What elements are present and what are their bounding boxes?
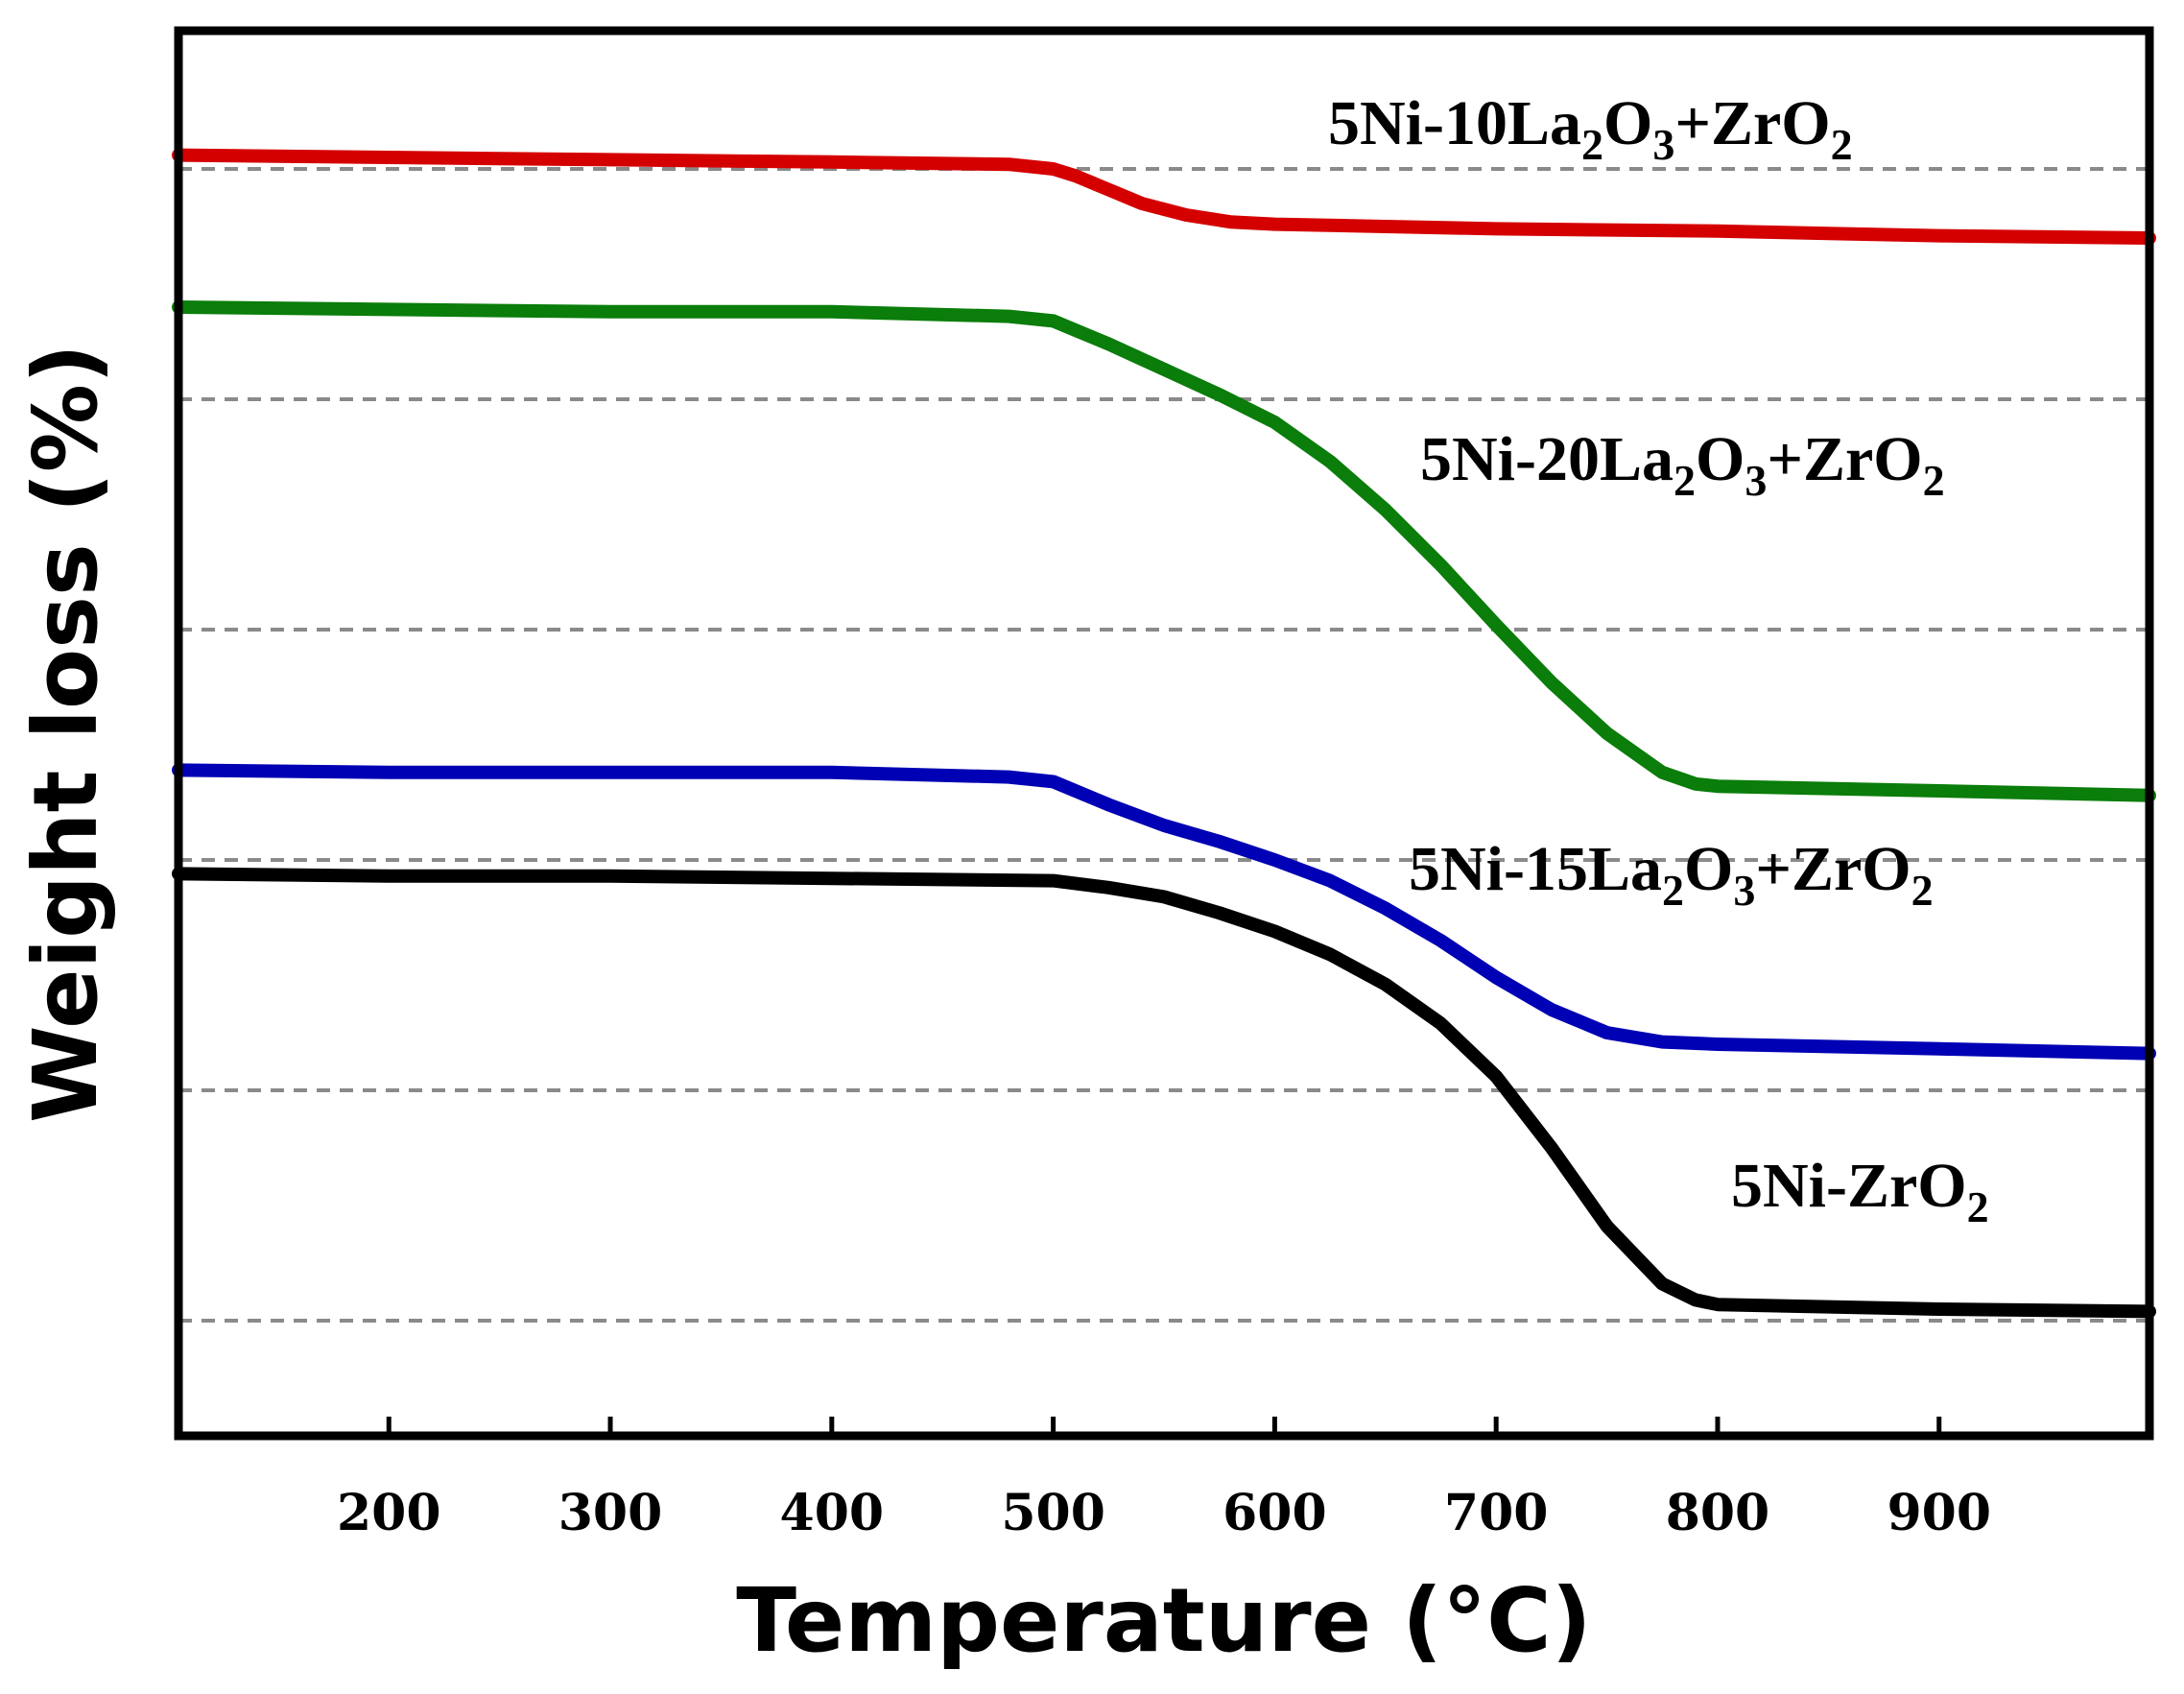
series-label-part: 2 [1967,1182,1989,1231]
series-label-part: 3 [1733,866,1755,915]
x-tick-label-600: 600 [1223,1484,1327,1542]
gridlines [178,167,2149,1323]
y-axis-title: Weight loss (%) [14,344,117,1123]
series-label-part: +ZrO [1674,88,1830,158]
plot-frame [174,26,2154,1441]
series-label-part: +ZrO [1767,424,1922,494]
series-label-1: 5Ni-10La2O3+ZrO2 [1328,88,1853,169]
series-label-part: 2 [1581,120,1603,169]
series-label-2: 5Ni-20La2O3+ZrO2 [1420,424,1945,505]
x-tick-label-300: 300 [558,1484,663,1542]
series-label-part: O [1603,88,1652,158]
x-tick-label-800: 800 [1666,1484,1770,1542]
series-line-4 [172,867,2156,1319]
series-label-4: 5Ni-ZrO2 [1731,1151,1989,1231]
series-label-part: 5Ni-15La [1409,834,1662,904]
series-label-part: O [1696,424,1745,494]
series-label-part: 5Ni-20La [1420,424,1674,494]
series-label-part: 2 [1662,866,1684,915]
series-label-part: 3 [1652,120,1674,169]
series-label-part: 5Ni-10La [1328,88,1581,158]
x-tick-label-500: 500 [1001,1484,1105,1542]
series-label-part: 5Ni-ZrO [1731,1151,1967,1221]
series-line-1 [172,148,2156,245]
series-line-2 [172,300,2156,802]
series-line-3 [172,763,2156,1061]
series-lines [172,148,2156,1319]
series-label-part: 3 [1745,456,1767,505]
x-axis-title: Temperature (°C) [736,1569,1591,1672]
x-tick-label-400: 400 [780,1484,885,1542]
series-label-part: 2 [1674,456,1696,505]
series-label-part: O [1684,834,1733,904]
series-labels: 5Ni-10La2O3+ZrO25Ni-20La2O3+ZrO25Ni-15La… [1328,88,1989,1231]
series-label-part: +ZrO [1755,834,1911,904]
x-tick-label-900: 900 [1887,1484,1991,1542]
x-tick-label-200: 200 [337,1484,441,1542]
series-label-part: 2 [1923,456,1945,505]
series-label-3: 5Ni-15La2O3+ZrO2 [1409,834,1934,915]
series-label-part: 2 [1831,120,1853,169]
x-tick-label-700: 700 [1444,1484,1549,1542]
series-label-part: 2 [1911,866,1934,915]
x-axis-ticks: 200 300 400 500 600 700 800 900 [337,1417,1991,1542]
